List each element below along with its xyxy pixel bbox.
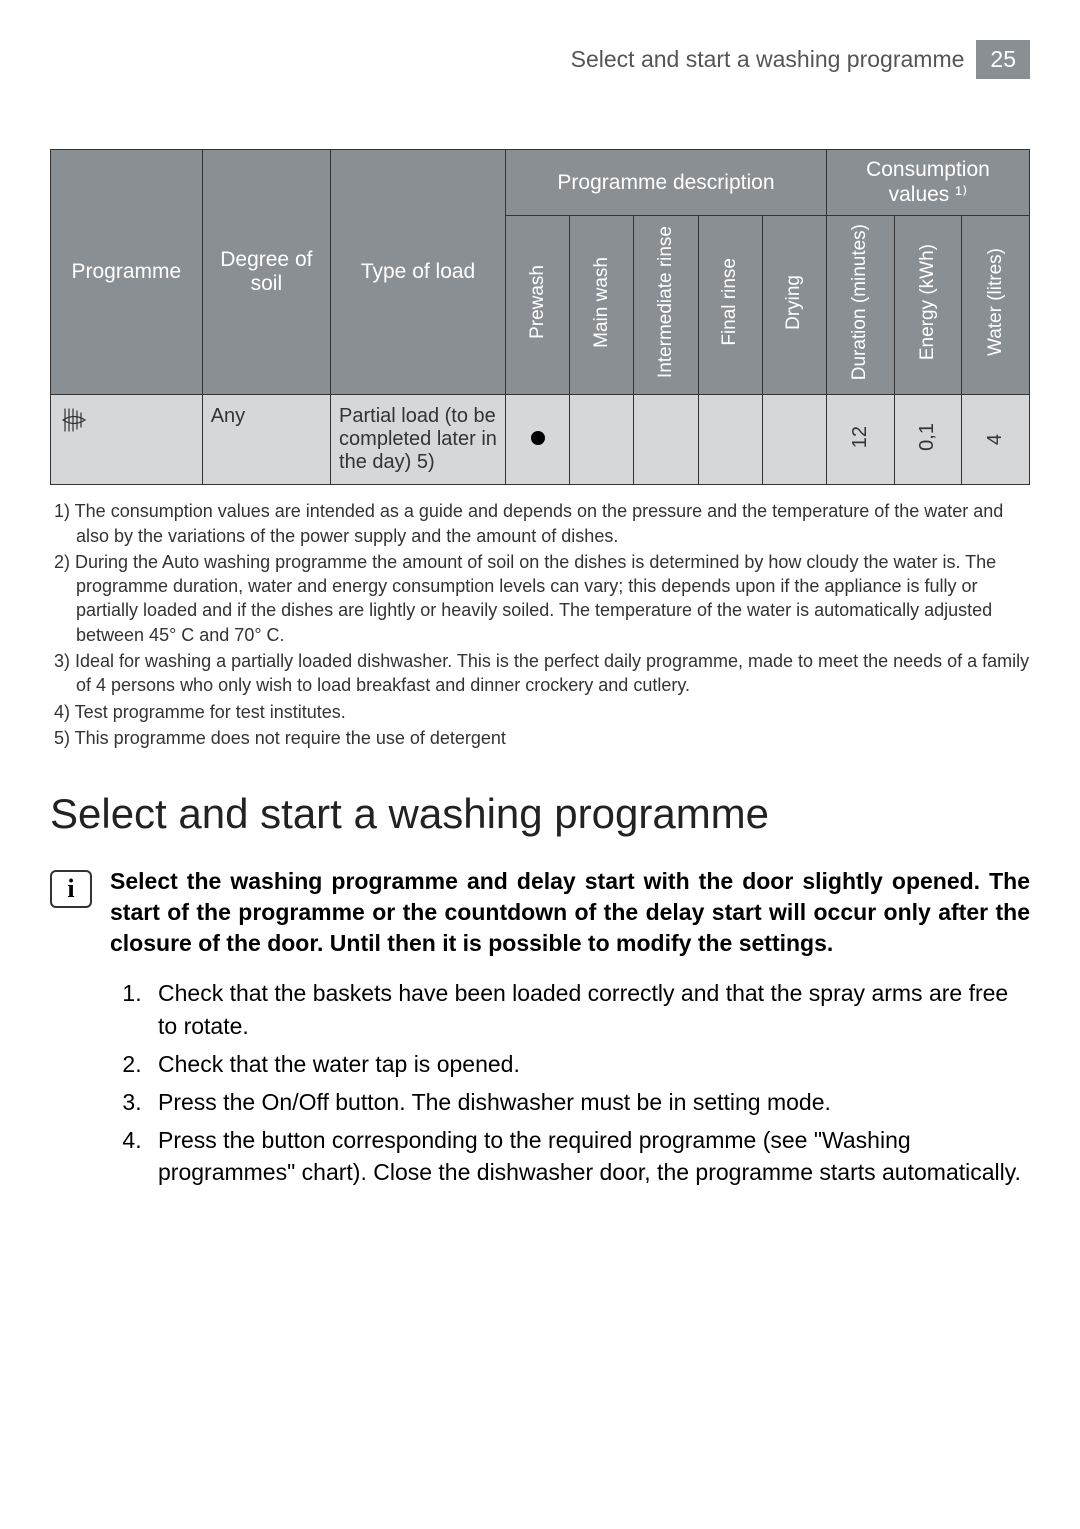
info-text: Select the washing programme and delay s… <box>110 866 1030 959</box>
th-drying: Drying <box>762 216 826 395</box>
th-main-wash: Main wash <box>570 216 634 395</box>
step-item: Check that the water tap is opened. <box>148 1048 1030 1080</box>
spray-icon <box>59 405 89 435</box>
section-heading: Select and start a washing programme <box>50 790 1030 838</box>
th-duration: Duration (minutes) <box>826 216 894 395</box>
cell-degree-of-soil: Any <box>202 395 330 485</box>
cell-type-of-load: Partial load (to be completed later in t… <box>331 395 506 485</box>
footnote-2: 2) During the Auto washing programme the… <box>54 550 1030 647</box>
th-degree-of-soil: Degree of soil <box>202 150 330 395</box>
cell-prewash <box>506 395 570 485</box>
programme-table: Programme Degree of soil Type of load Pr… <box>50 149 1030 485</box>
page-number: 25 <box>976 40 1030 79</box>
th-water: Water (litres) <box>962 216 1030 395</box>
footnote-1: 1) The consumption values are intended a… <box>54 499 1030 548</box>
cell-energy: 0,1 <box>894 395 962 485</box>
step-item: Check that the baskets have been loaded … <box>148 977 1030 1041</box>
th-prewash: Prewash <box>506 216 570 395</box>
th-final-rinse: Final rinse <box>698 216 762 395</box>
steps-list: Check that the baskets have been loaded … <box>50 977 1030 1188</box>
footnote-3: 3) Ideal for washing a partially loaded … <box>54 649 1030 698</box>
footnote-4: 4) Test programme for test institutes. <box>54 700 1030 724</box>
th-programme: Programme <box>51 150 203 395</box>
th-intermediate-rinse: Intermediate rinse <box>634 216 698 395</box>
table-row: Any Partial load (to be completed later … <box>51 395 1030 485</box>
th-energy: Energy (kWh) <box>894 216 962 395</box>
th-consumption: Consumption values ¹⁾ <box>826 150 1029 216</box>
cell-drying <box>762 395 826 485</box>
th-programme-description: Programme description <box>506 150 827 216</box>
cell-water: 4 <box>962 395 1030 485</box>
page-header: Select and start a washing programme 25 <box>50 40 1030 79</box>
step-item: Press the On/Off button. The dishwasher … <box>148 1086 1030 1118</box>
info-block: i Select the washing programme and delay… <box>50 866 1030 959</box>
cell-main-wash <box>570 395 634 485</box>
step-item: Press the button corresponding to the re… <box>148 1124 1030 1188</box>
footnotes: 1) The consumption values are intended a… <box>50 499 1030 750</box>
th-type-of-load: Type of load <box>331 150 506 395</box>
footnote-5: 5) This programme does not require the u… <box>54 726 1030 750</box>
dot-icon <box>531 431 545 445</box>
cell-programme-icon <box>51 395 203 485</box>
info-icon: i <box>50 870 92 908</box>
header-title: Select and start a washing programme <box>571 46 965 73</box>
cell-final-rinse <box>698 395 762 485</box>
cell-duration: 12 <box>826 395 894 485</box>
cell-intermediate-rinse <box>634 395 698 485</box>
